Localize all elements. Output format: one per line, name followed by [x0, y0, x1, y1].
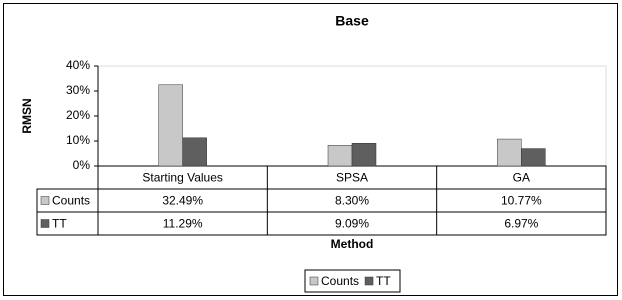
x-tick-label: SPSA: [336, 171, 368, 185]
bar: [327, 145, 353, 167]
table-value: 8.30%: [335, 194, 369, 208]
bar: [158, 84, 183, 167]
legend-label: TT: [376, 274, 391, 288]
table-legend-label: Counts: [52, 194, 90, 208]
bar: [497, 138, 522, 167]
table-legend-key: [40, 196, 50, 205]
legend-label: Counts: [321, 274, 359, 288]
table-legend-label: TT: [52, 217, 67, 231]
x-tick-label: Starting Values: [142, 171, 223, 185]
y-axis-title: RMSN: [20, 98, 34, 133]
table-value: 6.97%: [504, 217, 538, 231]
table-value: 10.77%: [501, 194, 542, 208]
table-value: 11.29%: [163, 217, 203, 231]
bar: [182, 137, 207, 167]
y-tick-label: 0%: [73, 158, 91, 172]
bar: [351, 143, 377, 167]
y-tick-label: 10%: [66, 133, 90, 147]
y-tick-label: 20%: [66, 108, 90, 122]
table-legend-key: [40, 219, 50, 228]
legend-box: [304, 269, 401, 293]
bar: [521, 148, 546, 167]
y-tick-label: 30%: [66, 83, 90, 97]
x-axis-title: Method: [331, 237, 374, 251]
table-value: 32.49%: [162, 194, 203, 208]
y-tick-label: 40%: [66, 58, 90, 72]
chart-title: Base: [335, 13, 369, 29]
legend-key: [364, 276, 374, 286]
legend-key: [309, 276, 319, 286]
table-value: 9.09%: [335, 217, 369, 231]
x-tick-label: GA: [513, 171, 530, 185]
